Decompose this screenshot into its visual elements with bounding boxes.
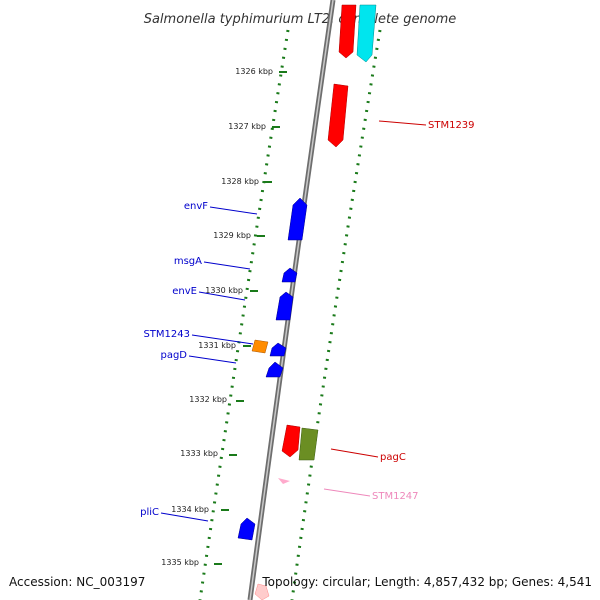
gene-msga[interactable] xyxy=(281,267,298,283)
inner-tick-track xyxy=(198,29,290,600)
gene-label-pagc[interactable]: pagC xyxy=(380,452,406,463)
tick-label: 1334 kbp xyxy=(171,505,209,514)
leader-line-plic xyxy=(160,512,209,522)
gene-label-envf[interactable]: envF xyxy=(184,201,208,212)
leader-line-stm1243 xyxy=(191,334,254,345)
gene-label-plic[interactable]: pliC xyxy=(140,507,159,518)
gene-plic[interactable] xyxy=(237,517,256,541)
gene-enve[interactable] xyxy=(275,291,294,321)
leader-line-stm1239 xyxy=(378,120,427,126)
tick-label: 1329 kbp xyxy=(213,231,251,240)
gene-stm1239[interactable] xyxy=(327,83,349,148)
leader-line-envf xyxy=(209,206,258,215)
leader-line-enve xyxy=(198,291,246,301)
gene-feature-pink[interactable] xyxy=(254,583,270,600)
gene-label-stm1239[interactable]: STM1239 xyxy=(428,120,475,131)
gene-envf[interactable] xyxy=(287,197,308,241)
tick-label: 1332 kbp xyxy=(189,395,227,404)
tick-label: 1331 kbp xyxy=(198,341,236,350)
gene-label-stm1243[interactable]: STM1243 xyxy=(143,329,190,340)
tick-label: 1327 kbp xyxy=(228,122,266,131)
gene-stm1247[interactable] xyxy=(278,478,290,484)
leader-line-stm1247 xyxy=(323,488,371,497)
gene-stm1243[interactable] xyxy=(251,339,269,354)
gene-feature-cyan[interactable] xyxy=(356,4,377,63)
gene-label-enve[interactable]: envE xyxy=(172,286,197,297)
gene-label-pagd[interactable]: pagD xyxy=(160,350,187,361)
topology-text: Topology: circular; Length: 4,857,432 bp… xyxy=(261,575,592,589)
gene-label-stm1247[interactable]: STM1247 xyxy=(372,491,419,502)
gene-label-msga[interactable]: msgA xyxy=(174,256,202,267)
leader-line-pagd xyxy=(188,355,237,364)
tick-label: 1328 kbp xyxy=(221,177,259,186)
gene-paga-small[interactable] xyxy=(269,342,287,357)
gene-pagd[interactable] xyxy=(265,361,284,378)
gene-pagc-olive[interactable] xyxy=(298,427,319,461)
tick-label: 1326 kbp xyxy=(235,67,273,76)
map-title: Salmonella typhimurium LT2, complete gen… xyxy=(144,12,457,27)
leader-line-msga xyxy=(203,261,251,270)
gene-feature-red[interactable] xyxy=(338,4,357,59)
leader-line-pagc xyxy=(330,448,379,458)
tick-label: 1333 kbp xyxy=(180,449,218,458)
tick-label: 1330 kbp xyxy=(205,286,243,295)
gene-pagc-red[interactable] xyxy=(281,424,301,458)
accession-text: Accession: NC_003197 xyxy=(9,575,145,589)
tick-label: 1335 kbp xyxy=(161,558,199,567)
